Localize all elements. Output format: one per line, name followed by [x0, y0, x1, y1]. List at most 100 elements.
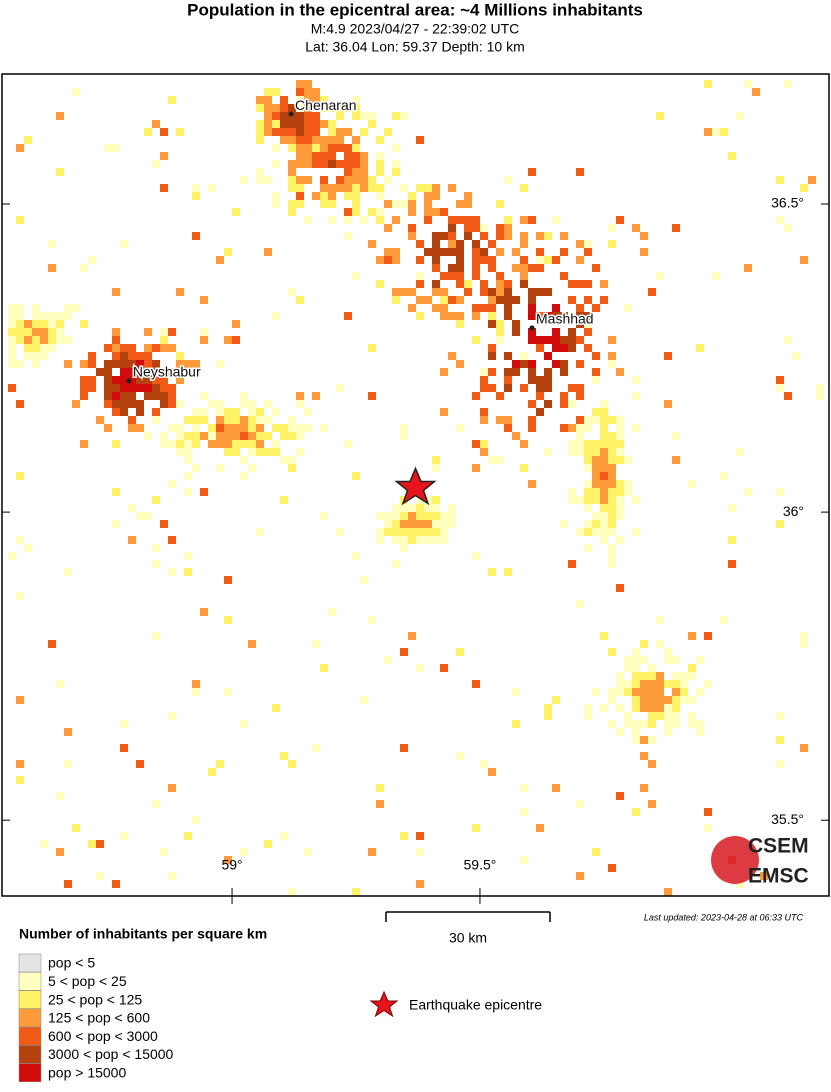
population-cell — [16, 320, 24, 328]
population-cell — [496, 224, 504, 232]
legend-label: pop > 15000 — [48, 1065, 126, 1081]
population-cell — [152, 360, 160, 368]
population-cell — [584, 248, 592, 256]
population-cell — [280, 104, 288, 112]
population-cell — [288, 416, 296, 424]
population-cell — [568, 448, 576, 456]
population-cell — [56, 328, 64, 336]
population-cell — [576, 424, 584, 432]
population-cell — [336, 384, 344, 392]
population-cell — [248, 408, 256, 416]
population-cell — [128, 392, 136, 400]
population-cell — [176, 376, 184, 384]
population-cell — [608, 720, 616, 728]
population-cell — [352, 184, 360, 192]
population-cell — [384, 520, 392, 528]
population-cell — [688, 664, 696, 672]
population-cell — [440, 272, 448, 280]
population-cell — [448, 216, 456, 224]
population-cell — [304, 136, 312, 144]
population-cell — [704, 80, 712, 88]
population-cell — [312, 160, 320, 168]
population-cell — [376, 528, 384, 536]
population-cell — [248, 432, 256, 440]
population-cell — [312, 192, 320, 200]
population-cell — [288, 136, 296, 144]
population-cell — [392, 112, 400, 120]
population-cell — [336, 136, 344, 144]
population-cell — [296, 184, 304, 192]
population-cell — [168, 424, 176, 432]
population-cell — [440, 232, 448, 240]
population-cell — [544, 288, 552, 296]
population-cell — [600, 432, 608, 440]
population-cell — [504, 376, 512, 384]
legend-star — [369, 990, 399, 1018]
population-cell — [496, 272, 504, 280]
population-cell — [504, 216, 512, 224]
population-cell — [376, 512, 384, 520]
population-cell — [416, 256, 424, 264]
population-cell — [640, 248, 648, 256]
population-cell — [632, 680, 640, 688]
population-cell — [776, 712, 784, 720]
population-cell — [168, 440, 176, 448]
population-cell — [256, 408, 264, 416]
population-cell — [392, 168, 400, 176]
population-cell — [672, 712, 680, 720]
population-cell — [736, 448, 744, 456]
population-cell — [616, 424, 624, 432]
population-cell — [24, 320, 32, 328]
city-label: Chenaran — [295, 97, 357, 113]
population-cell — [64, 360, 72, 368]
population-cell — [168, 400, 176, 408]
population-cell — [616, 448, 624, 456]
population-cell — [344, 192, 352, 200]
population-cell — [96, 840, 104, 848]
population-cell — [784, 392, 792, 400]
population-cell — [200, 432, 208, 440]
population-cell — [456, 248, 464, 256]
y-tick-label: 35.5° — [771, 811, 804, 827]
population-cell — [224, 616, 232, 624]
population-cell — [48, 312, 56, 320]
population-cell — [296, 136, 304, 144]
population-cell — [392, 512, 400, 520]
city-label: Mashhad — [536, 311, 594, 327]
population-cell — [600, 472, 608, 480]
population-cell — [144, 376, 152, 384]
population-cell — [464, 192, 472, 200]
population-cell — [128, 384, 136, 392]
population-cell — [200, 608, 208, 616]
population-cell — [528, 376, 536, 384]
population-cell — [208, 432, 216, 440]
population-cell — [680, 680, 688, 688]
population-cell — [32, 304, 40, 312]
population-cell — [712, 128, 720, 136]
population-cell — [616, 680, 624, 688]
population-cell — [160, 400, 168, 408]
population-cell — [520, 272, 528, 280]
population-cell — [384, 656, 392, 664]
population-cell — [104, 360, 112, 368]
population-cell — [120, 352, 128, 360]
population-cell — [528, 288, 536, 296]
population-cell — [432, 232, 440, 240]
population-cell — [648, 672, 656, 680]
population-cell — [272, 104, 280, 112]
population-cell — [552, 304, 560, 312]
population-cell — [168, 568, 176, 576]
population-cell — [344, 128, 352, 136]
population-cell — [328, 608, 336, 616]
population-cell — [656, 272, 664, 280]
population-cell — [360, 176, 368, 184]
population-cell — [608, 464, 616, 472]
population-cell — [272, 120, 280, 128]
population-cell — [640, 640, 648, 648]
population-cell — [624, 680, 632, 688]
population-cell — [184, 360, 192, 368]
population-cell — [104, 400, 112, 408]
population-cell — [488, 352, 496, 360]
population-cell — [672, 680, 680, 688]
population-cell — [320, 104, 328, 112]
